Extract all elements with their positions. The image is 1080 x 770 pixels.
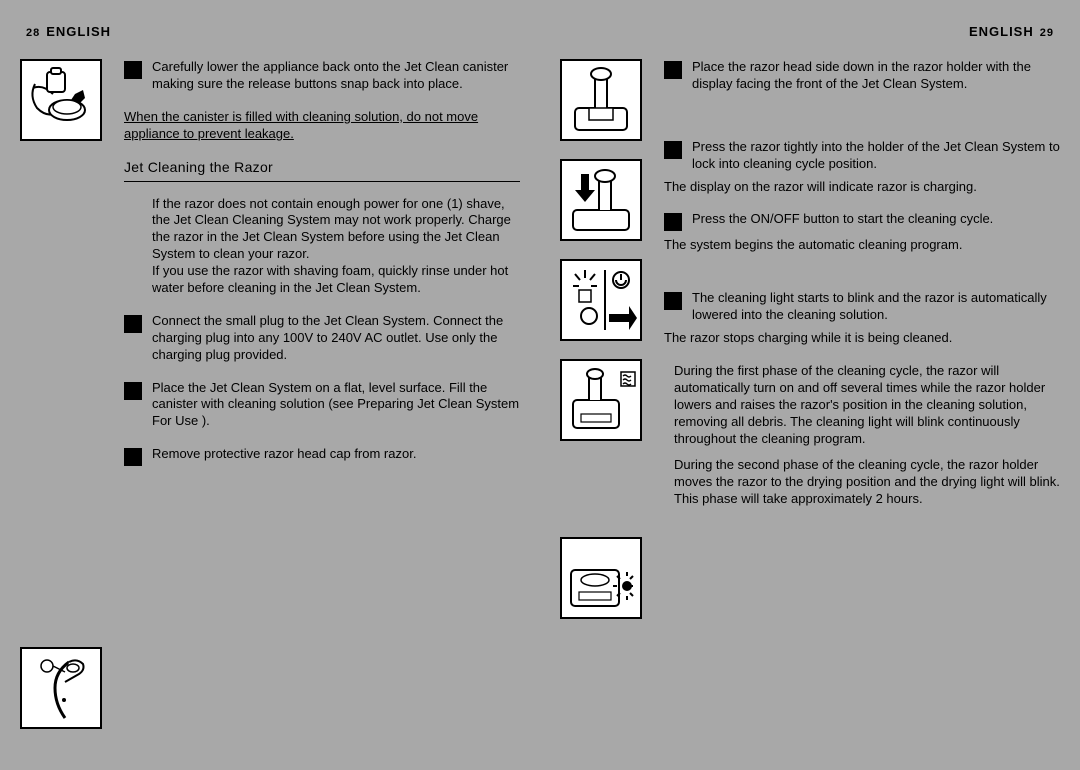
right-page: ENGLISH 29 <box>540 0 1080 770</box>
phase2-paragraph: During the second phase of the cleaning … <box>664 457 1060 508</box>
after-press-text: The display on the razor will indicate r… <box>664 179 1060 196</box>
page-number: 28 <box>26 27 40 39</box>
page-language: ENGLISH <box>969 24 1034 39</box>
step-marker-icon <box>124 315 142 333</box>
left-text-column: Carefully lower the appliance back onto … <box>124 59 520 729</box>
step-text: Press the razor tightly into the holder … <box>692 139 1060 173</box>
right-image-column <box>560 59 650 619</box>
razor-canister-illustration <box>20 59 102 141</box>
right-text-column: Place the razor head side down in the ra… <box>664 59 1060 619</box>
step-press-onoff: Press the ON/OFF button to start the cle… <box>664 211 1060 231</box>
razor-side-illustration <box>20 647 102 729</box>
step-connect-plug: Connect the small plug to the Jet Clean … <box>124 313 520 364</box>
cleaning-light-illustration <box>560 359 642 441</box>
power-button-illustration <box>560 259 642 341</box>
step-text: Place the razor head side down in the ra… <box>692 59 1060 93</box>
page-language: ENGLISH <box>46 24 111 39</box>
phase1-paragraph: During the first phase of the cleaning c… <box>664 363 1060 447</box>
page-number: 29 <box>1040 27 1054 39</box>
section-title: Jet Cleaning the Razor <box>124 159 520 175</box>
step-press-razor: Press the razor tightly into the holder … <box>664 139 1060 173</box>
intro-paragraph: If the razor does not contain enough pow… <box>124 196 520 297</box>
step-marker-icon <box>124 448 142 466</box>
step-marker-icon <box>664 141 682 159</box>
step-text: Carefully lower the appliance back onto … <box>152 59 520 93</box>
drying-phase-illustration <box>560 537 642 619</box>
step-text: Press the ON/OFF button to start the cle… <box>692 211 1060 231</box>
step-text: Place the Jet Clean System on a flat, le… <box>152 380 520 431</box>
left-page-header: 28 ENGLISH <box>20 24 520 39</box>
step-lower-appliance: Carefully lower the appliance back onto … <box>124 59 520 93</box>
step-remove-cap: Remove protective razor head cap from ra… <box>124 446 520 466</box>
warning-text: When the canister is filled with cleanin… <box>124 109 520 143</box>
step-text: The cleaning light starts to blink and t… <box>692 290 1060 324</box>
step-text: Remove protective razor head cap from ra… <box>152 446 520 466</box>
step-place-razor: Place the razor head side down in the ra… <box>664 59 1060 93</box>
step-text: Connect the small plug to the Jet Clean … <box>152 313 520 364</box>
after-onoff-text: The system begins the automatic cleaning… <box>664 237 1060 254</box>
section-rule <box>124 181 520 182</box>
step-marker-icon <box>124 61 142 79</box>
step-marker-icon <box>664 213 682 231</box>
press-razor-illustration <box>560 159 642 241</box>
place-razor-illustration <box>560 59 642 141</box>
step-marker-icon <box>664 292 682 310</box>
step-cleaning-light: The cleaning light starts to blink and t… <box>664 290 1060 324</box>
left-image-column <box>20 59 110 729</box>
left-page: 28 ENGLISH <box>0 0 540 770</box>
step-place-system: Place the Jet Clean System on a flat, le… <box>124 380 520 431</box>
right-page-header: ENGLISH 29 <box>560 24 1060 39</box>
step-marker-icon <box>664 61 682 79</box>
step-marker-icon <box>124 382 142 400</box>
after-cleaning-text: The razor stops charging while it is bei… <box>664 330 1060 347</box>
